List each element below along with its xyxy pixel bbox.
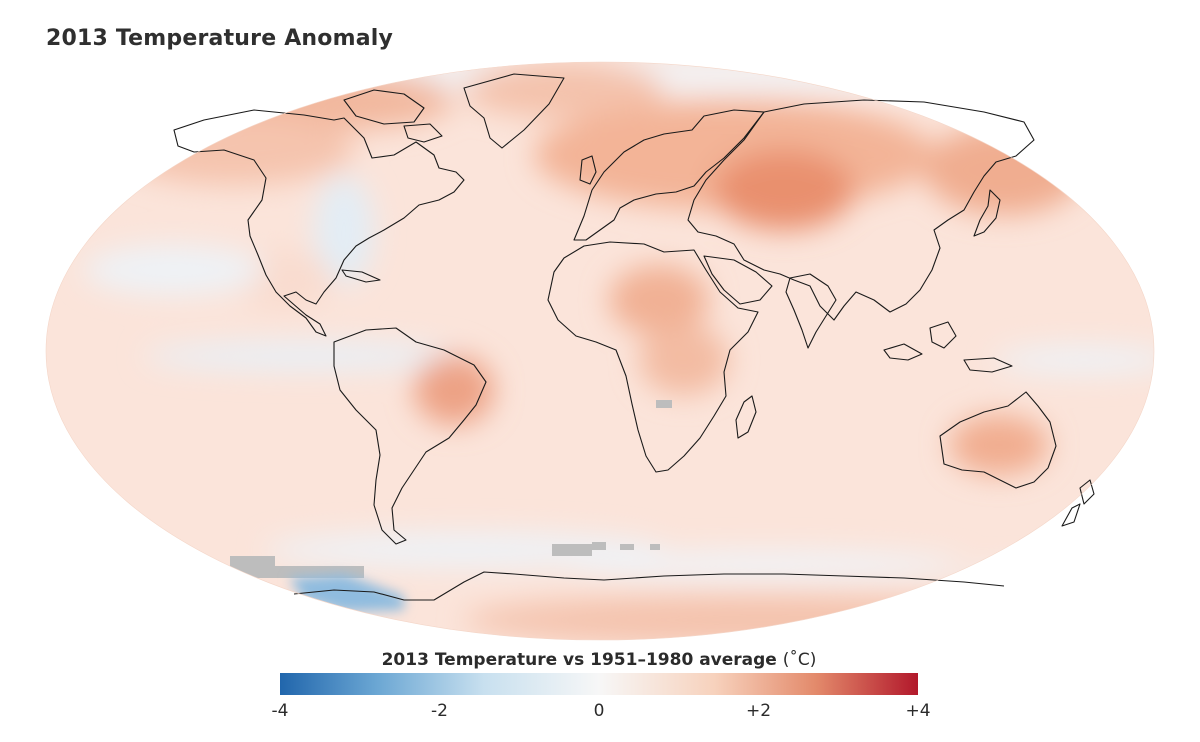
new-zealand-outline xyxy=(1061,479,1095,527)
south-america-outline xyxy=(333,327,487,545)
madagascar-outline xyxy=(735,395,757,439)
arabia-outline xyxy=(703,255,773,305)
scale-tick-label: +4 xyxy=(905,701,931,721)
japan-outline xyxy=(973,189,1001,237)
india-outline xyxy=(785,273,837,349)
great-britain-outline xyxy=(579,155,597,185)
africa-outline xyxy=(547,241,759,473)
coastlines xyxy=(173,73,1095,601)
legend-unit: (˚C) xyxy=(782,650,817,670)
arctic-islands-outline xyxy=(343,89,443,143)
australia-outline xyxy=(939,391,1057,489)
scale-tick-label: +2 xyxy=(745,701,772,721)
scale-tick-label: -4 xyxy=(271,701,289,721)
cuba-outline xyxy=(341,269,381,283)
legend-title-text: 2013 Temperature vs 1951–1980 average xyxy=(381,650,777,670)
europe-outline xyxy=(573,109,765,241)
color-scale-bar xyxy=(280,673,918,695)
world-map xyxy=(44,60,1156,642)
antarctica-outline xyxy=(293,571,1005,601)
legend-title: 2013 Temperature vs 1951–1980 average (˚… xyxy=(280,650,918,670)
greenland-outline xyxy=(463,73,565,149)
asia-outline xyxy=(687,99,1035,321)
north-america-outline xyxy=(173,109,465,337)
scale-tick-label: -2 xyxy=(431,701,448,721)
map-title: 2013 Temperature Anomaly xyxy=(46,26,394,51)
anomaly-field xyxy=(46,62,1154,640)
southeast-asia-islands-outline xyxy=(883,321,1013,373)
scale-tick-label: 0 xyxy=(593,701,605,721)
